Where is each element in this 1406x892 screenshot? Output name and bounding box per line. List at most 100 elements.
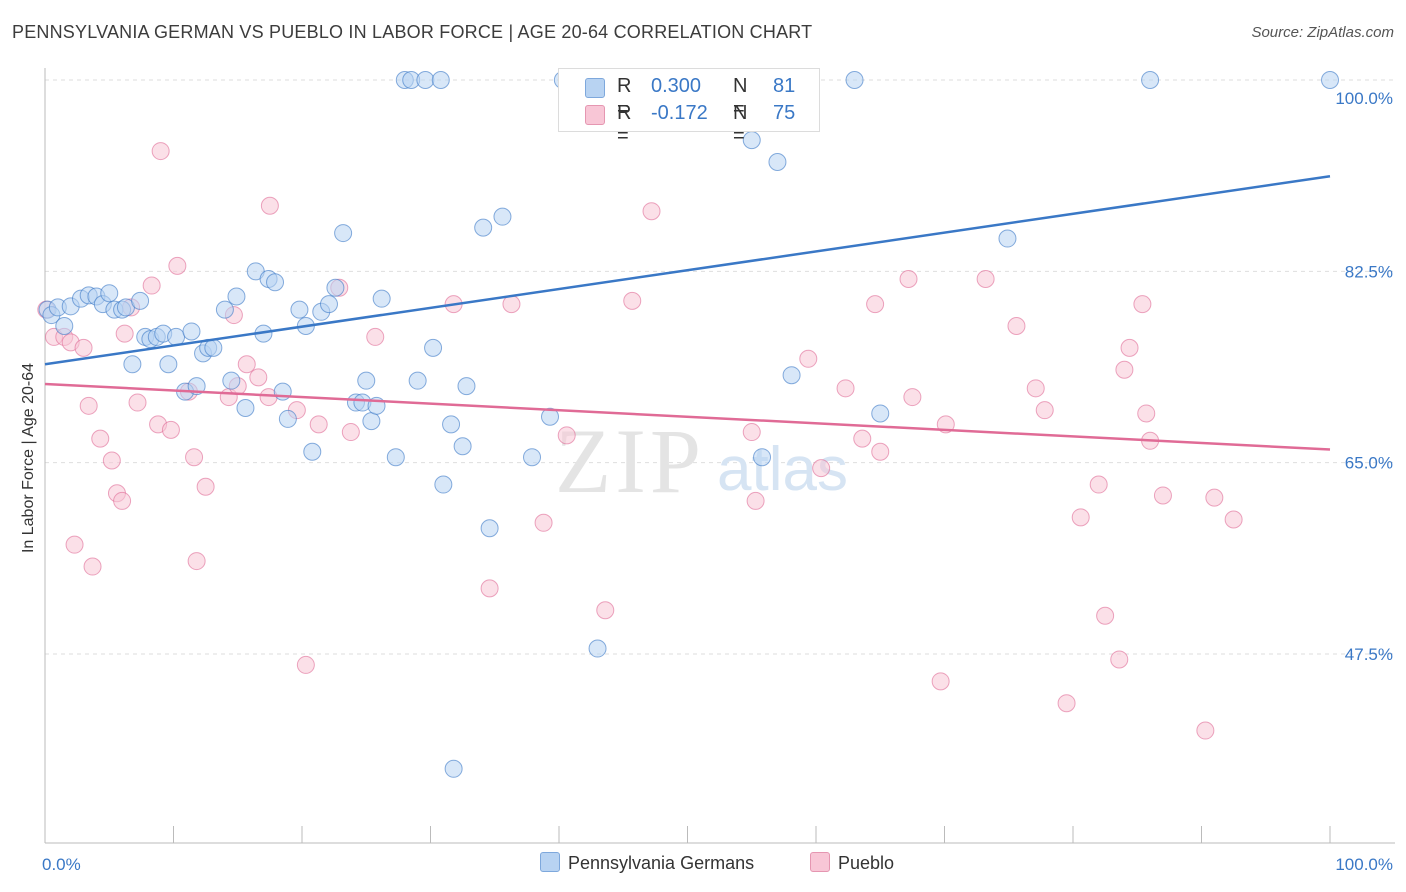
pennsylvania-germans-point xyxy=(303,442,322,461)
pennsylvania-germans-point xyxy=(845,71,864,89)
pueblo-point xyxy=(1224,510,1243,529)
pueblo-point xyxy=(1007,317,1026,335)
pueblo-point xyxy=(1205,488,1224,507)
pennsylvania-germans-point xyxy=(474,218,493,237)
pueblo-point xyxy=(296,655,315,674)
pueblo-point xyxy=(128,393,147,412)
legend-pink-swatch xyxy=(810,852,830,872)
pennsylvania-germans-point xyxy=(444,759,463,778)
pueblo-point xyxy=(836,379,855,398)
pueblo-point xyxy=(866,295,885,314)
pennsylvania-germans-point xyxy=(266,273,285,292)
stats-legend: R = 0.300 N = 81 R = -0.172 N = 75 xyxy=(558,68,820,147)
pennsylvania-germans-point xyxy=(523,448,542,467)
pennsylvania-germans-point xyxy=(1141,71,1160,89)
pueblo-point xyxy=(102,451,121,470)
pennsylvania-germans-point xyxy=(457,377,476,396)
blue-n-value: 81 xyxy=(773,75,796,97)
pueblo-point xyxy=(161,420,180,439)
pueblo-point xyxy=(1071,508,1090,527)
pueblo-point xyxy=(931,672,950,691)
pink-n-value: 75 xyxy=(773,102,796,124)
pueblo-point xyxy=(1035,401,1054,420)
pueblo-point xyxy=(142,276,161,295)
pueblo-point xyxy=(1115,360,1134,379)
x-tick-label: 100.0% xyxy=(1335,855,1393,874)
pueblo-point xyxy=(1196,721,1215,740)
pueblo-point xyxy=(1133,295,1152,314)
pueblo-point xyxy=(309,415,328,434)
pink-r-label: R = xyxy=(617,102,632,147)
pueblo-point xyxy=(1137,404,1156,423)
pennsylvania-germans-point xyxy=(326,278,345,297)
pennsylvania-germans-point xyxy=(123,355,142,374)
pennsylvania-germans-point xyxy=(434,475,453,494)
pueblo-point xyxy=(187,552,206,571)
pueblo-point xyxy=(237,355,256,374)
pueblo-point xyxy=(83,557,102,576)
pennsylvania-germans-point xyxy=(753,448,772,467)
pennsylvania-germans-point xyxy=(588,639,607,658)
blue-r-label: R = xyxy=(617,75,632,120)
pennsylvania-germans-point xyxy=(386,448,405,467)
pueblo-point xyxy=(1153,486,1172,505)
pueblo-point xyxy=(1120,338,1139,357)
pennsylvania-germans-point xyxy=(290,300,309,319)
pennsylvania-germans-point xyxy=(1321,71,1339,89)
x-tick-label: 0.0% xyxy=(42,855,81,874)
pueblo-point xyxy=(799,349,818,368)
pennsylvania-germans-point xyxy=(100,284,119,303)
pueblo-point xyxy=(185,448,204,467)
pennsylvania-germans-point xyxy=(480,519,499,538)
pueblo-point xyxy=(113,491,132,510)
legend-blue-label: Pennsylvania Germans xyxy=(568,853,755,873)
pink-r-value: -0.172 xyxy=(651,102,708,124)
pennsylvania-germans-point xyxy=(227,287,246,306)
legend-pink-label: Pueblo xyxy=(838,853,895,873)
pennsylvania-germans-point xyxy=(182,322,201,341)
pennsylvania-germans-point xyxy=(131,291,150,310)
pennsylvania-germans-point xyxy=(236,399,255,417)
pennsylvania-germans-point xyxy=(222,371,241,390)
pueblo-point xyxy=(742,423,761,442)
blue-swatch xyxy=(585,78,605,98)
pennsylvania-germans-point xyxy=(408,371,427,390)
watermark: ZIP atlas xyxy=(555,410,848,512)
legend-blue-swatch xyxy=(540,852,560,872)
pennsylvania-germans-point xyxy=(204,338,223,357)
pennsylvania-germans-point xyxy=(424,338,443,357)
pennsylvania-germans-point xyxy=(159,355,178,374)
pueblo-point xyxy=(746,491,765,510)
pennsylvania-germans-point xyxy=(493,207,512,226)
tick-labels: 47.5% 65.0% 82.5% 100.0% 0.0% 100.0% xyxy=(42,89,1393,874)
pueblo-point xyxy=(871,442,890,461)
axes xyxy=(44,68,1395,844)
pueblo-point xyxy=(196,477,215,496)
pennsylvania-germans-point xyxy=(998,229,1017,248)
pueblo-point xyxy=(168,256,187,275)
pueblo-point xyxy=(812,459,831,478)
pennsylvania-germans-point xyxy=(362,412,381,431)
pueblo-point xyxy=(65,535,84,554)
pueblo-point xyxy=(976,269,995,288)
pennsylvania-germans-point xyxy=(357,371,376,390)
pueblo-point xyxy=(502,295,521,314)
pennsylvania-germans-point xyxy=(541,407,560,426)
pueblo-point xyxy=(623,291,642,310)
pueblo-point xyxy=(899,269,918,288)
pennsylvania-germans-point xyxy=(416,71,435,89)
y-axis-label: In Labor Force | Age 20-64 xyxy=(20,363,37,553)
trend-lines xyxy=(44,174,1331,451)
pennsylvania-germans-point xyxy=(453,437,472,456)
pueblo-point xyxy=(1057,694,1076,713)
legend-item-pennsylvania-germans: Pennsylvania Germans xyxy=(540,852,754,874)
pink-swatch xyxy=(585,105,605,125)
pueblo-point xyxy=(642,202,661,221)
pueblo-point xyxy=(480,579,499,598)
pueblo-point xyxy=(557,426,576,445)
pueblo-point xyxy=(1096,606,1115,625)
pennsylvania-germans-point xyxy=(215,300,234,319)
blue-n-label: N = xyxy=(733,75,748,120)
watermark-zip: ZIP xyxy=(555,410,705,512)
